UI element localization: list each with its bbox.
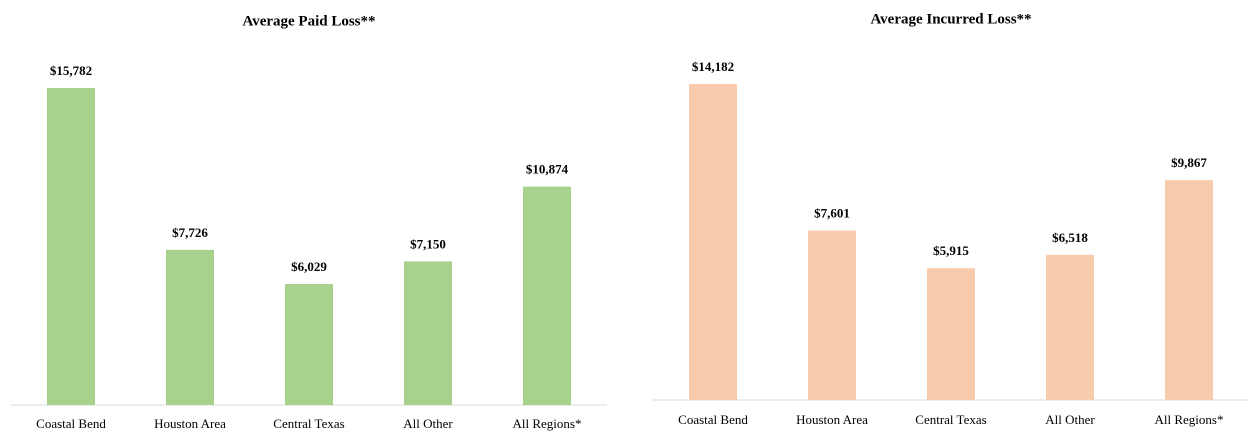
bar bbox=[1046, 254, 1094, 400]
chart-title: Average Incurred Loss** bbox=[870, 11, 1031, 27]
bar bbox=[47, 88, 95, 405]
x-tick-label: All Regions* bbox=[513, 416, 582, 431]
bar bbox=[927, 268, 975, 400]
bar bbox=[523, 186, 571, 405]
value-label: $7,726 bbox=[172, 225, 208, 240]
x-tick-label: All Regions* bbox=[1155, 412, 1224, 427]
bar bbox=[808, 230, 856, 400]
x-tick-label: Coastal Bend bbox=[36, 416, 106, 431]
x-tick-label: All Other bbox=[403, 416, 453, 431]
value-label: $7,150 bbox=[410, 236, 446, 251]
bar bbox=[285, 283, 333, 405]
chart-title: Average Paid Loss** bbox=[242, 13, 375, 29]
bar bbox=[166, 249, 214, 405]
value-label: $7,601 bbox=[814, 206, 850, 221]
bar bbox=[689, 84, 737, 400]
value-label: $5,915 bbox=[933, 243, 969, 258]
value-label: $10,874 bbox=[526, 162, 569, 177]
value-label: $9,867 bbox=[1171, 155, 1207, 170]
value-label: $6,029 bbox=[291, 259, 327, 274]
x-tick-label: Coastal Bend bbox=[678, 412, 748, 427]
x-tick-label: Central Texas bbox=[273, 416, 344, 431]
bar bbox=[404, 261, 452, 405]
x-tick-label: Houston Area bbox=[796, 412, 868, 427]
bar bbox=[1165, 180, 1213, 400]
x-tick-label: Central Texas bbox=[915, 412, 986, 427]
x-tick-label: All Other bbox=[1045, 412, 1095, 427]
value-label: $15,782 bbox=[50, 63, 92, 78]
value-label: $14,182 bbox=[692, 59, 734, 74]
value-label: $6,518 bbox=[1052, 230, 1088, 245]
x-tick-label: Houston Area bbox=[154, 416, 226, 431]
